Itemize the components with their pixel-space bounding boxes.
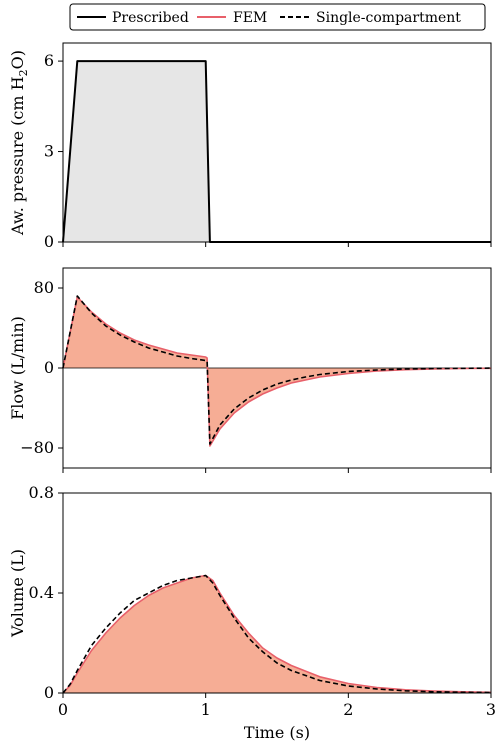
area-fill — [63, 297, 491, 446]
area-fill — [63, 575, 491, 693]
panel-3: 0 0.4 0.8 0 1 2 3 Volume (L) Time (s) — [8, 483, 496, 742]
y-axis-label: Flow (L/min) — [8, 316, 27, 420]
legend-frame — [69, 3, 486, 31]
x-tick-label: 2 — [343, 700, 353, 719]
y-tick-label: 0.8 — [29, 483, 54, 502]
y-tick-label: −80 — [20, 438, 54, 457]
y-tick-label: 3 — [44, 142, 54, 161]
y-tick-label: 0 — [44, 683, 54, 702]
y-tick-label: 80 — [34, 278, 54, 297]
y-axis-label: Volume (L) — [8, 549, 27, 638]
series-line-single-compartment — [62, 295, 492, 445]
legend-label-fem: FEM — [233, 10, 267, 26]
series-line-fem — [62, 574, 492, 694]
legend-label-single-compartment: Single-compartment — [316, 10, 461, 26]
series-line-fem — [62, 296, 492, 447]
legend: Prescribed FEM Single-compartment — [69, 3, 486, 31]
y-tick-label: 0 — [44, 358, 54, 377]
area-fill — [63, 61, 491, 242]
y-tick-label: 0.4 — [29, 583, 54, 602]
panel-2: −80 0 80 Flow (L/min) — [8, 267, 492, 473]
legend-label-prescribed: Prescribed — [112, 10, 189, 26]
x-tick-label: 1 — [201, 700, 211, 719]
y-axis-label: Aw. pressure (cm H2O) — [8, 50, 30, 236]
axes-frame — [62, 42, 492, 243]
panel-1: 0 3 6 Aw. pressure (cm H2O) — [8, 42, 492, 251]
x-axis-label: Time (s) — [244, 723, 310, 742]
y-tick-label: 0 — [44, 232, 54, 251]
series-line-single-compartment — [62, 574, 492, 694]
y-tick-label: 6 — [44, 51, 54, 70]
x-tick-label: 3 — [486, 700, 496, 719]
x-tick-label: 0 — [58, 700, 68, 719]
